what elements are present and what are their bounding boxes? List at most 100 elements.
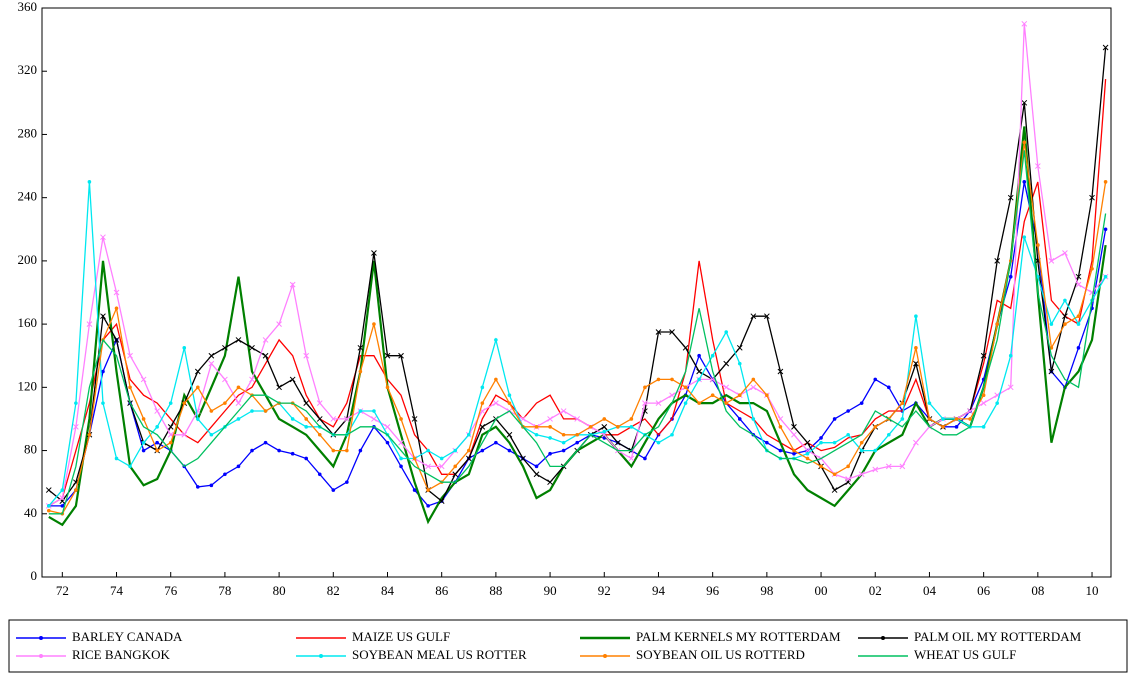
series-marker bbox=[832, 440, 837, 445]
series-marker bbox=[967, 408, 973, 414]
series-marker bbox=[507, 448, 512, 453]
series-marker bbox=[1103, 227, 1108, 232]
series-marker bbox=[100, 313, 106, 320]
series-marker bbox=[602, 417, 607, 421]
series-marker bbox=[128, 385, 132, 390]
series-marker bbox=[466, 448, 471, 453]
series-marker bbox=[656, 377, 661, 382]
series-marker bbox=[385, 385, 390, 390]
y-tick-label: 320 bbox=[18, 62, 38, 77]
series-marker bbox=[534, 432, 539, 437]
series-marker bbox=[127, 352, 133, 359]
legend-swatch-marker bbox=[603, 654, 607, 658]
series-marker bbox=[479, 423, 486, 430]
series-marker bbox=[1007, 384, 1014, 391]
series-marker bbox=[872, 466, 879, 473]
series-marker bbox=[181, 431, 188, 438]
series-marker bbox=[250, 448, 254, 453]
x-tick-label: 80 bbox=[273, 583, 286, 598]
series-marker bbox=[805, 451, 810, 456]
series-marker bbox=[941, 417, 945, 421]
series-marker bbox=[1076, 314, 1081, 319]
series-marker bbox=[372, 322, 376, 326]
series-marker bbox=[480, 401, 485, 405]
x-tick-label: 72 bbox=[56, 583, 69, 598]
series-marker bbox=[629, 417, 634, 421]
series-marker bbox=[194, 368, 201, 375]
series-marker bbox=[859, 448, 864, 453]
series-marker bbox=[886, 385, 891, 390]
series-marker bbox=[494, 440, 498, 445]
x-tick-label: 00 bbox=[815, 583, 828, 598]
series-marker bbox=[683, 401, 688, 405]
series-marker bbox=[750, 313, 757, 320]
series-marker bbox=[994, 258, 1001, 264]
series-marker bbox=[765, 393, 769, 398]
series-marker bbox=[384, 352, 391, 359]
series-marker bbox=[1022, 235, 1027, 239]
x-tick-label: 82 bbox=[327, 583, 340, 598]
series-marker bbox=[209, 483, 214, 488]
series-marker bbox=[182, 346, 187, 350]
y-tick-label: 280 bbox=[18, 125, 38, 140]
x-tick-label: 92 bbox=[598, 583, 611, 598]
series-marker bbox=[317, 472, 322, 477]
series-marker bbox=[805, 456, 810, 461]
series-marker bbox=[60, 488, 65, 492]
series-marker bbox=[858, 471, 865, 478]
series-marker bbox=[778, 425, 783, 429]
series-marker bbox=[453, 464, 458, 469]
series-marker bbox=[425, 463, 431, 470]
series-marker bbox=[358, 369, 363, 374]
series-marker bbox=[723, 360, 730, 367]
series-marker bbox=[723, 384, 730, 391]
series-marker bbox=[384, 423, 391, 430]
series-marker bbox=[1063, 298, 1067, 303]
series-marker bbox=[316, 416, 323, 422]
series-marker bbox=[263, 440, 268, 445]
series-marker bbox=[981, 393, 986, 398]
series-line bbox=[48, 126, 1107, 527]
series-marker bbox=[628, 455, 635, 462]
series-marker bbox=[46, 504, 51, 508]
series-marker bbox=[697, 401, 701, 405]
series-marker bbox=[141, 448, 146, 453]
series-marker bbox=[87, 432, 92, 437]
series-marker bbox=[534, 425, 539, 429]
series-marker bbox=[60, 504, 65, 508]
legend-label: RICE BANGKOK bbox=[72, 647, 170, 662]
series-marker bbox=[1008, 274, 1013, 279]
series-marker bbox=[859, 440, 864, 445]
series-marker bbox=[737, 417, 742, 421]
series-marker bbox=[87, 180, 92, 184]
series-marker bbox=[1049, 322, 1054, 326]
series-marker bbox=[913, 439, 919, 446]
y-tick-label: 240 bbox=[18, 189, 38, 204]
series-marker bbox=[724, 401, 729, 405]
series-marker bbox=[737, 393, 742, 398]
series-marker bbox=[913, 360, 919, 367]
series-marker bbox=[399, 417, 403, 421]
x-tick-label: 98 bbox=[760, 583, 773, 598]
series-marker bbox=[101, 401, 105, 405]
series-marker bbox=[331, 448, 336, 453]
x-tick-label: 96 bbox=[706, 583, 720, 598]
x-tick-label: 76 bbox=[164, 583, 178, 598]
series-marker bbox=[168, 401, 173, 405]
series-marker bbox=[670, 377, 674, 382]
series-marker bbox=[520, 455, 526, 462]
legend-label: PALM KERNELS MY ROTTERDAM bbox=[636, 629, 841, 644]
series-marker bbox=[100, 234, 106, 241]
series-marker bbox=[547, 479, 553, 486]
series-marker bbox=[1048, 258, 1055, 264]
y-tick-label: 160 bbox=[18, 315, 38, 330]
series-marker bbox=[182, 401, 187, 405]
series-marker bbox=[1076, 322, 1081, 326]
series-marker bbox=[439, 456, 444, 461]
series-line bbox=[48, 150, 1107, 515]
series-marker bbox=[886, 432, 891, 437]
series-marker bbox=[371, 416, 377, 422]
series-marker bbox=[778, 448, 783, 453]
series-marker bbox=[995, 401, 999, 405]
